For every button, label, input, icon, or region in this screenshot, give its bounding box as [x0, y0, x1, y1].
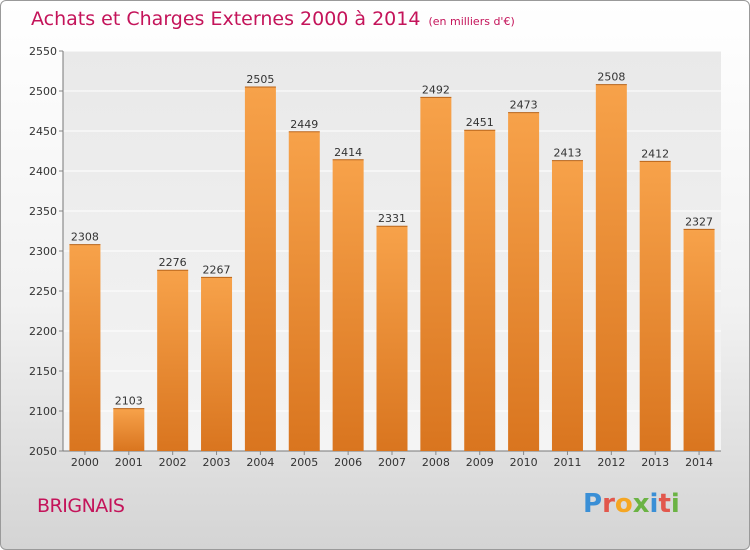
x-tick-label: 2010 — [510, 456, 538, 469]
y-tick-label: 2300 — [29, 245, 57, 258]
logo-letter: P — [583, 489, 603, 519]
bar-value-label: 2412 — [641, 147, 669, 160]
bar — [639, 161, 671, 451]
x-tick-label: 2011 — [553, 456, 581, 469]
bar — [595, 84, 627, 451]
logo-letter: t — [658, 489, 671, 519]
y-tick-label: 2550 — [29, 45, 57, 58]
y-tick-label: 2150 — [29, 365, 57, 378]
y-tick-label: 2350 — [29, 205, 57, 218]
y-tick-label: 2100 — [29, 405, 57, 418]
bar — [551, 160, 583, 451]
x-tick-label: 2008 — [422, 456, 450, 469]
bar — [113, 408, 145, 451]
bar-value-label: 2449 — [290, 118, 318, 131]
bar-value-label: 2276 — [159, 256, 187, 269]
y-tick-label: 2050 — [29, 445, 57, 458]
y-tick-label: 2200 — [29, 325, 57, 338]
chart-subtitle: (en milliers d'€) — [428, 15, 515, 28]
x-tick-label: 2007 — [378, 456, 406, 469]
chart-title: Achats et Charges Externes 2000 à 2014 (e… — [31, 8, 515, 30]
bar — [420, 97, 452, 452]
bar — [288, 131, 320, 452]
x-tick-label: 2000 — [71, 456, 99, 469]
logo-letter: o — [614, 489, 633, 519]
bar-value-label: 2267 — [203, 263, 231, 276]
bar-value-label: 2508 — [597, 71, 625, 84]
x-tick-label: 2003 — [203, 456, 231, 469]
logo-letter: r — [602, 489, 615, 519]
bar — [376, 226, 408, 451]
bar-value-label: 2308 — [71, 231, 99, 244]
bar-value-label: 2451 — [466, 116, 494, 129]
bar-value-label: 2103 — [115, 395, 143, 408]
x-tick-label: 2006 — [334, 456, 362, 469]
proxiti-logo: Proxiti — [583, 489, 680, 519]
bar — [201, 277, 233, 451]
y-tick-label: 2400 — [29, 165, 57, 178]
x-tick-label: 2014 — [685, 456, 713, 469]
bar-value-label: 2505 — [246, 73, 274, 86]
bar-value-label: 2331 — [378, 212, 406, 225]
bar-value-label: 2492 — [422, 83, 450, 96]
x-tick-label: 2005 — [290, 456, 318, 469]
bar-value-label: 2473 — [510, 99, 538, 112]
chart-title-main: Achats et Charges Externes 2000 à 2014 — [31, 8, 421, 30]
x-tick-label: 2009 — [466, 456, 494, 469]
bar — [464, 130, 496, 451]
x-tick-label: 2004 — [246, 456, 274, 469]
bar — [244, 87, 276, 451]
bar — [508, 112, 540, 451]
bar — [332, 159, 364, 452]
bar — [157, 270, 189, 451]
logo-letter: i — [670, 489, 680, 519]
logo-letter: i — [649, 489, 659, 519]
bar-value-label: 2413 — [553, 147, 581, 160]
bar-value-label: 2414 — [334, 146, 362, 159]
x-tick-label: 2012 — [597, 456, 625, 469]
bar-value-label: 2327 — [685, 215, 713, 228]
city-name: BRIGNAIS — [37, 495, 125, 517]
bar — [69, 244, 101, 451]
x-tick-label: 2013 — [641, 456, 669, 469]
bar — [683, 229, 715, 451]
y-tick-label: 2250 — [29, 285, 57, 298]
x-tick-label: 2002 — [159, 456, 187, 469]
x-tick-label: 2001 — [115, 456, 143, 469]
y-tick-label: 2500 — [29, 85, 57, 98]
y-tick-label: 2450 — [29, 125, 57, 138]
logo-letter: x — [632, 489, 650, 519]
